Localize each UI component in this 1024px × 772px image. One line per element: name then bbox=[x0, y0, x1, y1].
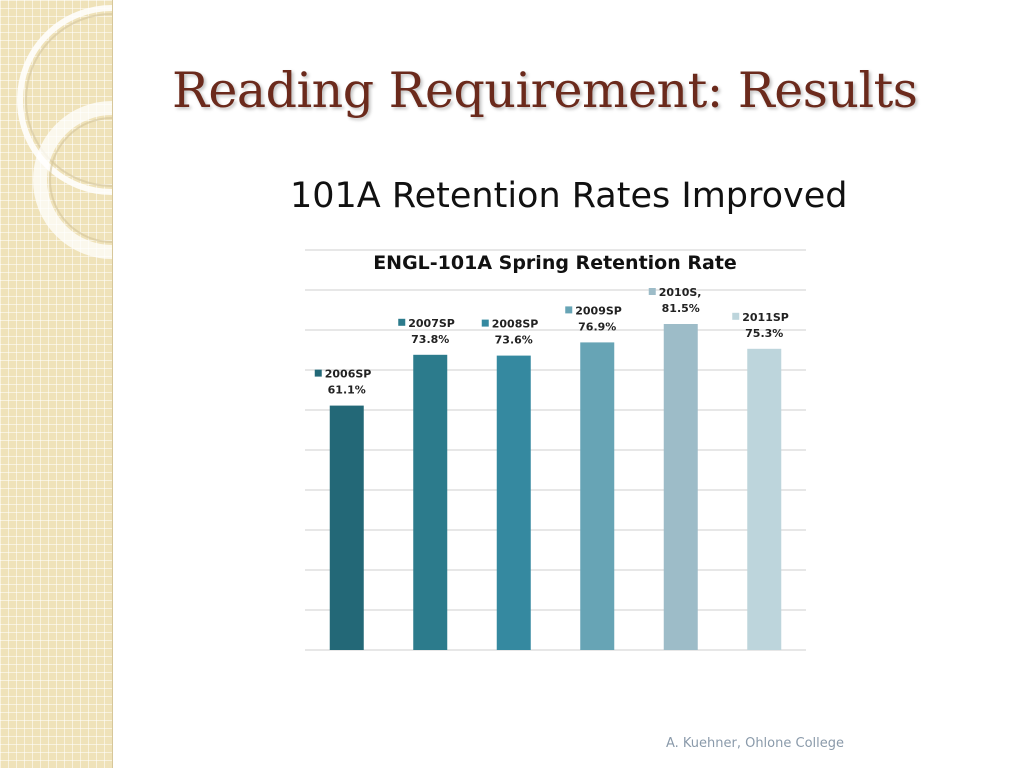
decorative-sidebar bbox=[0, 0, 113, 768]
slide-title: Reading Requirement: Results bbox=[172, 62, 918, 119]
bar-4 bbox=[663, 324, 698, 650]
legend-key-2 bbox=[481, 319, 489, 327]
value-label-2: 73.6% bbox=[495, 334, 533, 347]
legend-key-4 bbox=[648, 288, 656, 295]
category-label-4: 2010S, bbox=[659, 286, 702, 299]
footer-credit: A. Kuehner, Ohlone College bbox=[665, 736, 844, 751]
bar-2 bbox=[496, 355, 531, 650]
legend-key-3 bbox=[565, 306, 573, 314]
chart-gridlines bbox=[305, 249, 806, 651]
decorative-circles bbox=[17, 5, 112, 259]
legend-key-0 bbox=[314, 369, 322, 377]
legend-key-5 bbox=[732, 312, 740, 320]
bar-5 bbox=[747, 348, 782, 650]
slide-subtitle: 101A Retention Rates Improved bbox=[290, 176, 848, 216]
category-label-1: 2007SP bbox=[408, 317, 455, 330]
value-label-1: 73.8% bbox=[411, 333, 449, 346]
bar-0 bbox=[329, 405, 364, 650]
bar-3 bbox=[580, 342, 615, 650]
category-label-3: 2009SP bbox=[575, 304, 622, 317]
category-label-5: 2011SP bbox=[742, 311, 789, 324]
value-label-5: 75.3% bbox=[745, 327, 783, 340]
category-label-2: 2008SP bbox=[492, 318, 539, 331]
bar-1 bbox=[413, 354, 448, 650]
value-label-4: 81.5% bbox=[662, 302, 700, 315]
chart-data-labels: 2006SP 61.1% 2007SP 73.8% 2008SP 73.6% 2009SP 7… bbox=[314, 286, 789, 397]
legend-key-1 bbox=[398, 318, 406, 326]
chart-bars bbox=[329, 324, 782, 650]
chart-title: ENGL-101A Spring Retention Rate bbox=[373, 252, 737, 274]
category-label-0: 2006SP bbox=[325, 368, 372, 381]
value-label-3: 76.9% bbox=[578, 320, 616, 333]
value-label-0: 61.1% bbox=[328, 384, 366, 397]
